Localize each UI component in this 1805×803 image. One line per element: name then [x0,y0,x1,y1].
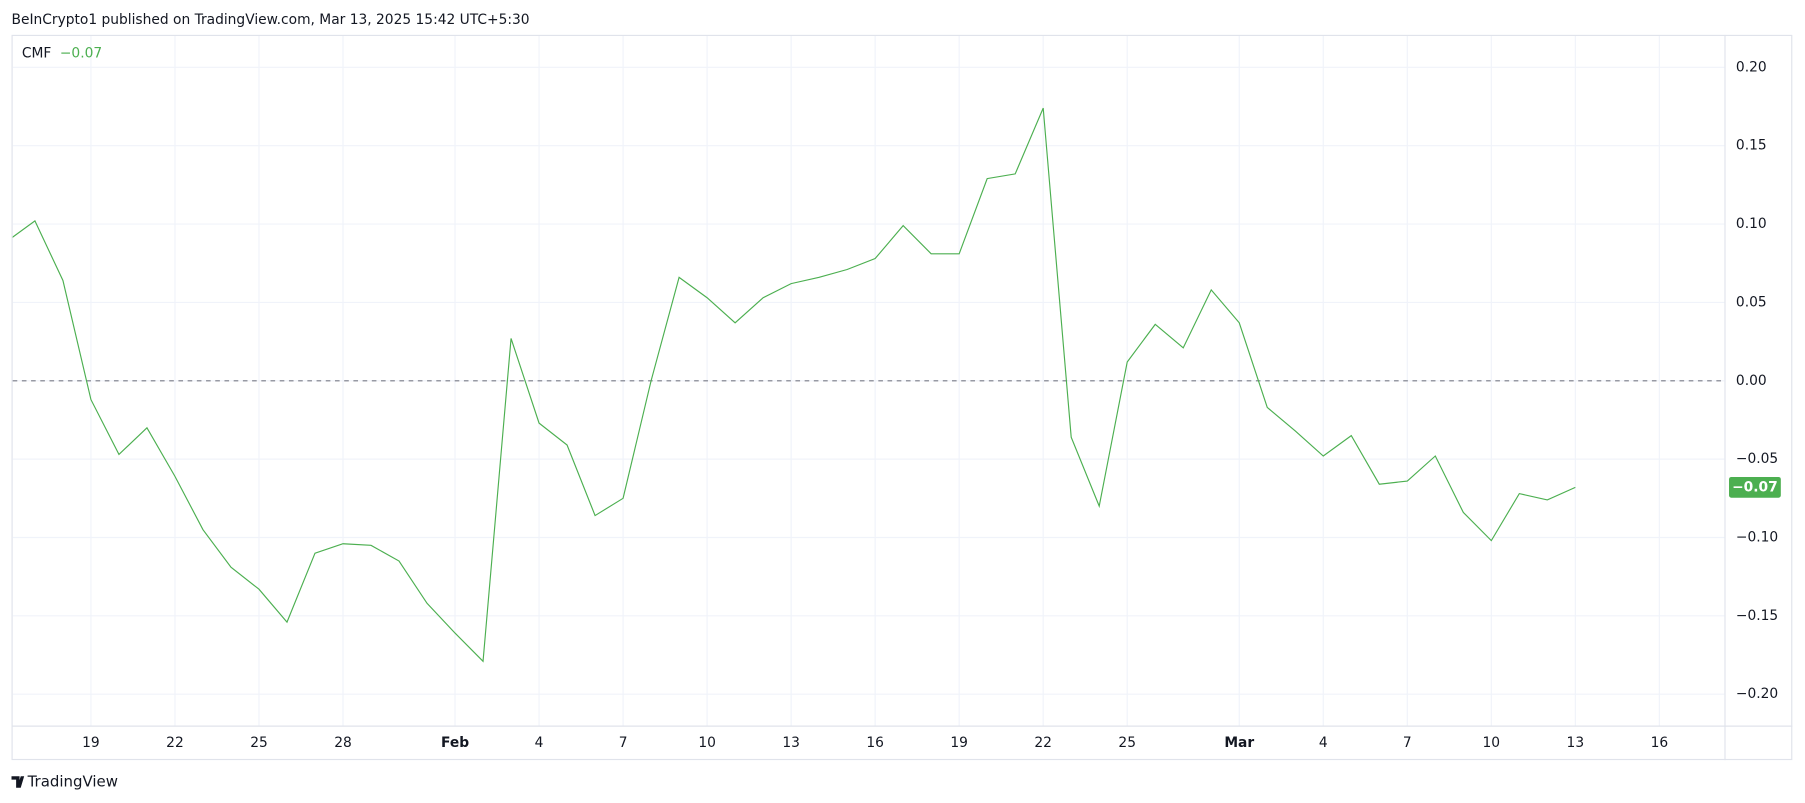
x-tick-label: 16 [866,735,884,751]
y-tick-label: −0.10 [1736,529,1778,545]
y-tick-label: −0.15 [1736,608,1778,624]
legend-name[interactable]: CMF [22,45,52,61]
y-tick-label: 0.20 [1736,59,1767,75]
y-tick-label: 0.15 [1736,138,1767,154]
x-tick-label: 25 [1118,735,1136,751]
x-tick-label: 28 [334,735,352,751]
header: BeInCrypto1 published on TradingView.com… [12,12,530,28]
footer[interactable]: TradingView [27,772,118,790]
x-tick-label: 22 [1034,735,1052,751]
y-tick-label: 0.00 [1736,373,1767,389]
x-tick-label: 4 [1319,735,1328,751]
last-value-badge [1729,476,1781,498]
x-tick-label: Mar [1224,735,1254,751]
last-value-label: −0.07 [1732,479,1778,495]
chart-frame [11,34,1793,761]
x-tick-label: 10 [698,735,716,751]
x-tick-label: 4 [535,735,544,751]
x-tick-label: 19 [82,735,100,751]
x-tick-label: 22 [166,735,184,751]
y-tick-label: −0.05 [1736,451,1778,467]
legend-value: −0.07 [60,45,102,61]
x-tick-label: 16 [1651,735,1669,751]
x-tick-label: 13 [782,735,800,751]
y-tick-label: −0.20 [1736,686,1778,702]
x-tick-label: 19 [950,735,968,751]
x-tick-label: 7 [1403,735,1412,751]
x-tick-label: 25 [250,735,268,751]
cmf-line [12,107,1576,663]
x-tick-label: 13 [1567,735,1585,751]
y-tick-label: 0.05 [1736,294,1767,310]
x-tick-label: 10 [1483,735,1501,751]
y-tick-label: 0.10 [1736,216,1767,232]
logo[interactable]: TradingView [11,772,118,790]
x-tick-label: 7 [619,735,628,751]
grid [12,36,1725,726]
x-tick-label: Feb [441,735,469,751]
logo-icon [11,776,25,788]
